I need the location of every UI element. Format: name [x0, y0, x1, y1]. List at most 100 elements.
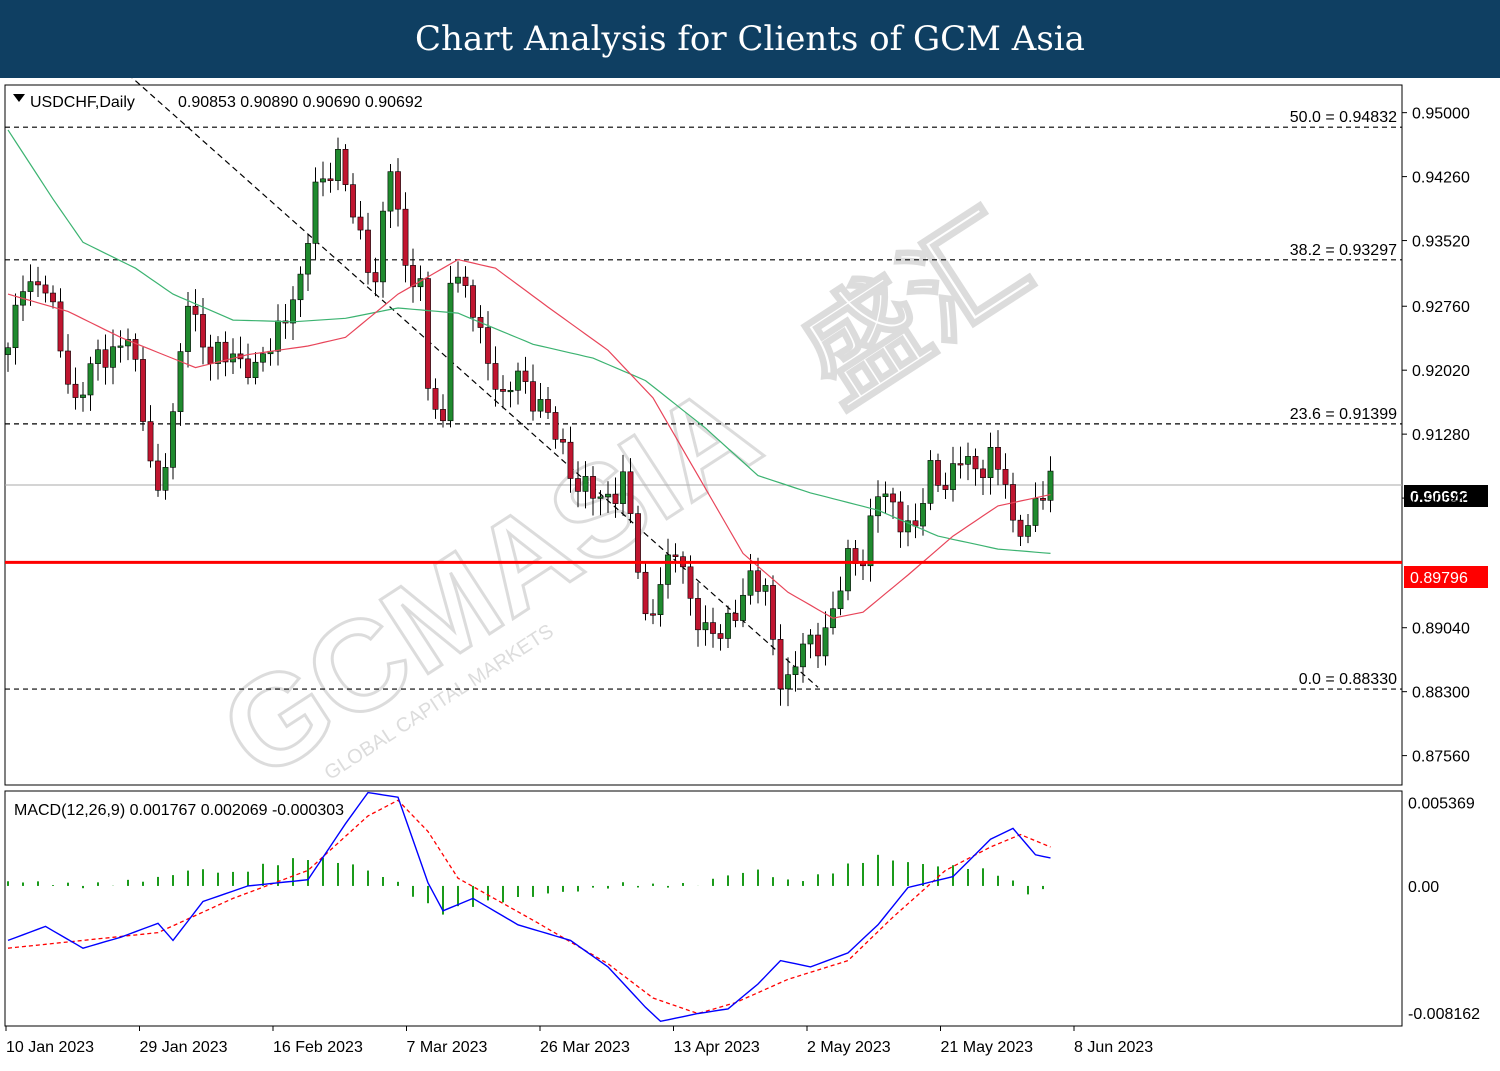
macd-tick-label: 0.00: [1408, 879, 1439, 896]
symbol-title: USDCHF,Daily: [30, 94, 135, 111]
candle: [777, 624, 784, 706]
candle-body: [882, 493, 889, 498]
candle: [957, 446, 964, 479]
candle-body: [732, 612, 739, 621]
candle-body: [552, 412, 559, 440]
candle: [462, 266, 469, 298]
candle: [1002, 453, 1009, 499]
candle: [687, 555, 694, 616]
support-price-box: [1404, 566, 1488, 588]
macd-tick-label: 0.005369: [1408, 795, 1475, 812]
candle: [1047, 456, 1054, 513]
candle: [545, 387, 551, 420]
candle-body: [222, 341, 229, 363]
candle-body: [327, 178, 334, 181]
candle: [492, 346, 499, 407]
macd-tick-label: -0.008162: [1408, 1006, 1480, 1023]
candle-body: [747, 570, 754, 596]
ohlc-header: 0.90853 0.90890 0.90690 0.90692: [178, 94, 423, 111]
candle-body: [1040, 498, 1046, 501]
candle: [605, 481, 611, 513]
candle-body: [702, 622, 709, 631]
candle-body: [140, 359, 146, 422]
candle: [402, 192, 409, 283]
date-tick-label: 21 May 2023: [941, 1039, 1034, 1056]
macd-signal-line: [7, 799, 1051, 1015]
candle: [320, 161, 326, 197]
candle-body: [1017, 519, 1024, 537]
fib-level-label: 0.0 = 0.88330: [1299, 671, 1397, 688]
candle-body: [80, 394, 86, 398]
candle: [65, 334, 71, 394]
candle: [507, 381, 514, 408]
candle: [785, 657, 791, 707]
price-tick-label: 0.94260: [1412, 170, 1470, 187]
candle: [177, 343, 184, 426]
candle-body: [845, 548, 851, 592]
candle-body: [500, 389, 506, 392]
candle-body: [950, 463, 956, 490]
chart-canvas: GCMASIA 盛汇 GLOBAL CAPITAL MARKETS USDCHF…: [4, 78, 1488, 1056]
candle-body: [687, 566, 694, 599]
candle-body: [1002, 469, 1009, 485]
candle-body: [717, 633, 724, 639]
candle-body: [162, 467, 169, 491]
candle-body: [147, 421, 154, 462]
candle-body: [815, 634, 821, 657]
macd-title: MACD(12,26,9) 0.001767 0.002069 -0.00030…: [14, 802, 344, 819]
date-tick-label: 26 Mar 2023: [540, 1039, 630, 1056]
candle-body: [965, 456, 971, 465]
candle: [365, 212, 371, 285]
candle-body: [1025, 525, 1031, 537]
candle-body: [642, 571, 649, 615]
candle: [695, 582, 701, 647]
candle-body: [42, 284, 49, 294]
candle: [710, 607, 716, 648]
candle-body: [777, 639, 784, 690]
candle-body: [410, 265, 416, 288]
fib-level-label: 23.6 = 0.91399: [1290, 406, 1397, 423]
candle: [905, 505, 911, 547]
candle-body: [890, 493, 896, 503]
candle-body: [335, 149, 341, 181]
candle: [800, 633, 806, 683]
candle: [620, 454, 626, 516]
candle: [252, 352, 259, 385]
candle: [110, 329, 116, 385]
candle: [447, 265, 454, 428]
candle-body: [800, 643, 806, 668]
candle-body: [155, 460, 161, 491]
candle-body: [957, 463, 964, 466]
candle-body: [117, 345, 124, 348]
candle: [312, 167, 319, 260]
support-price-label: 0.89796: [1410, 570, 1468, 587]
candle: [305, 234, 311, 292]
candle: [950, 446, 956, 502]
banner-title: Chart Analysis for Clients of GCM Asia: [415, 19, 1085, 59]
dropdown-triangle-icon[interactable]: [13, 94, 25, 102]
candle: [87, 356, 94, 411]
candle-body: [297, 273, 304, 301]
candle: [162, 453, 169, 500]
candle: [42, 275, 49, 303]
candle: [260, 346, 266, 372]
candle: [972, 448, 979, 486]
candle: [792, 651, 799, 692]
price-tick-label: 0.88300: [1412, 685, 1470, 702]
candle-body: [65, 350, 71, 385]
candle: [12, 293, 19, 365]
candle-body: [425, 278, 431, 389]
candle: [170, 403, 176, 480]
candle: [920, 488, 926, 536]
candle: [410, 248, 416, 303]
candle-body: [972, 456, 979, 470]
candle: [350, 173, 356, 224]
candle-body: [290, 299, 296, 324]
candle: [537, 382, 544, 418]
candle: [155, 443, 161, 497]
candle: [635, 505, 641, 579]
candle-body: [170, 411, 176, 468]
candle-body: [755, 570, 761, 592]
candle: [590, 466, 596, 516]
candle-body: [605, 493, 611, 498]
